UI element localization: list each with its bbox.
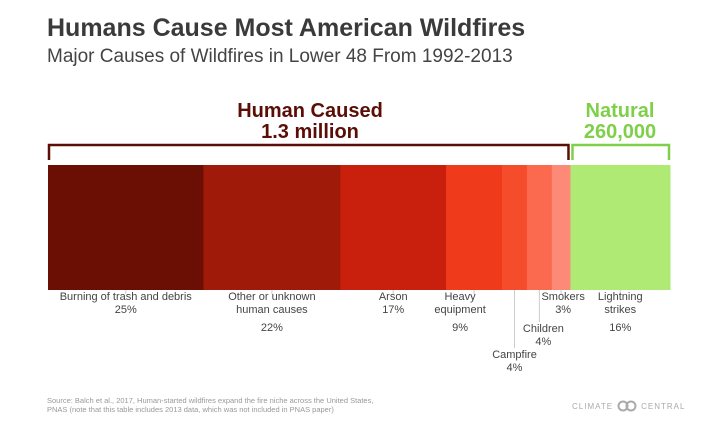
value-label: 25%: [115, 304, 137, 316]
category-label: Other or unknown: [228, 291, 315, 303]
source-note: Source: Balch et al., 2017, Human-starte…: [47, 396, 374, 414]
category-label: strikes: [604, 304, 636, 316]
logo-icon: [617, 400, 637, 412]
value-label: 4%: [535, 336, 551, 348]
natural-value: 260,000: [583, 121, 657, 143]
natural-label: Natural 260,000: [570, 101, 670, 143]
value-label: 22%: [261, 322, 283, 334]
bar-segment: [502, 165, 528, 290]
natural-label-text: Natural: [585, 100, 655, 122]
value-label: 9%: [452, 322, 468, 334]
climate-central-logo: CLIMATE CENTRAL: [572, 400, 685, 412]
human-caused-label: Human Caused 1.3 million: [140, 101, 480, 143]
bar-segment: [48, 165, 204, 290]
bar-segment: [203, 165, 341, 290]
chart-title: Humans Cause Most American Wildfires: [47, 14, 526, 42]
bar-segment: [570, 165, 671, 290]
category-label: Heavy: [444, 291, 476, 303]
category-label: Lightning: [598, 291, 643, 303]
category-label: Burning of trash and debris: [60, 291, 193, 303]
value-label: 17%: [382, 304, 404, 316]
human-bracket: [47, 143, 570, 160]
category-label: Smokers: [541, 291, 585, 303]
logo-right: CENTRAL: [641, 401, 686, 411]
category-label: equipment: [434, 304, 485, 316]
category-label: Arson: [379, 291, 408, 303]
category-label: Children: [523, 323, 564, 335]
bar-segment: [446, 165, 503, 290]
bar-segment: [526, 165, 553, 290]
value-label: 4%: [507, 362, 523, 374]
category-label: Campfire: [492, 349, 537, 361]
logo-left: CLIMATE: [572, 401, 614, 411]
bar-segment: [340, 165, 447, 290]
value-label: 3%: [555, 304, 571, 316]
bar-segment: [551, 165, 571, 290]
category-label: human causes: [236, 304, 308, 316]
human-label: Human Caused: [237, 100, 383, 122]
chart-subtitle: Major Causes of Wildfires in Lower 48 Fr…: [47, 46, 513, 67]
natural-bracket: [571, 143, 671, 160]
human-value: 1.3 million: [261, 121, 359, 143]
value-label: 16%: [609, 322, 631, 334]
